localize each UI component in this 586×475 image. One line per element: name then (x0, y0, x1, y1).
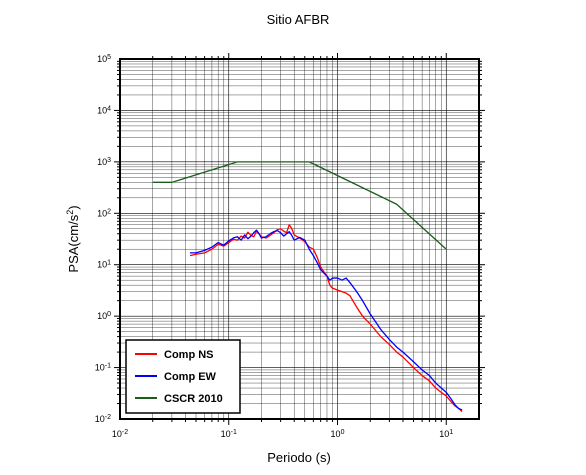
y-tick-label: 100 (97, 311, 111, 322)
plot-frame (119, 58, 480, 420)
grid (120, 59, 479, 419)
chart-title: Sitio AFBR (267, 12, 330, 27)
y-tick-label: 102 (97, 208, 111, 219)
series-line-comp-ns (189, 224, 463, 412)
y-axis-title-close: ) (66, 205, 81, 209)
x-axis-title: Periodo (s) (267, 450, 331, 465)
y-axis-title-sup: 2 (65, 210, 75, 215)
y-tick-label: 101 (97, 259, 111, 270)
y-tick-label: 105 (97, 54, 111, 65)
y-tick-label: 10-2 (95, 414, 111, 425)
axis-ticks: 10-2 10-1 100 101 10-2 10-1 100 101 102 103 104 105 (95, 53, 485, 439)
x-tick-label: 10-1 (221, 429, 237, 440)
y-axis-title-base: PSA(cm/s (66, 214, 81, 272)
y-tick-label: 104 (97, 105, 111, 116)
y-tick-label: 10-1 (95, 362, 111, 373)
series-line-comp-ew (189, 229, 463, 411)
legend: Comp NS Comp EW CSCR 2010 (125, 339, 241, 414)
legend-label: CSCR 2010 (164, 393, 223, 405)
x-tick-label: 101 (439, 429, 453, 440)
series-group (152, 161, 463, 412)
y-tick-label: 103 (97, 156, 111, 167)
legend-label: Comp EW (164, 371, 217, 383)
x-tick-label: 10-2 (112, 429, 128, 440)
legend-label: Comp NS (164, 349, 214, 361)
series-line-cscr-2010 (152, 161, 447, 250)
x-tick-label: 100 (331, 429, 345, 440)
y-axis-title: PSA(cm/s2) (65, 205, 81, 272)
